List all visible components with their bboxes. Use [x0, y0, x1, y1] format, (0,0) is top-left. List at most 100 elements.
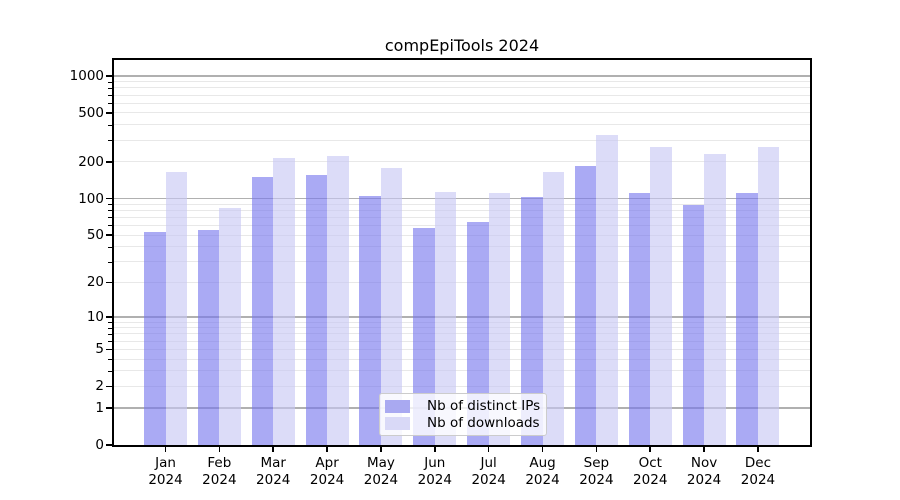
bar-distinct-ips [628, 193, 651, 445]
gridline-minor [114, 87, 810, 89]
y-minor-tick-mark [108, 246, 112, 248]
y-tick-label: 100 [78, 190, 104, 207]
x-tick-mark [757, 447, 759, 452]
x-tick-label: Sep 2024 [579, 455, 614, 488]
bar-downloads [219, 208, 241, 445]
gridline-minor [114, 348, 810, 350]
bar-distinct-ips [574, 165, 597, 445]
gridline-major [114, 75, 810, 77]
y-tick-mark [106, 197, 112, 200]
gridline-minor [114, 340, 810, 342]
y-minor-tick-mark [108, 359, 112, 361]
gridline-minor [114, 234, 810, 236]
x-tick-mark [380, 447, 382, 452]
x-tick-mark [218, 447, 221, 452]
legend-swatch-distinct-ips [385, 399, 410, 413]
bar-downloads [273, 157, 295, 445]
bar-downloads [704, 154, 726, 445]
y-minor-tick-mark [108, 217, 112, 219]
y-tick-mark [106, 281, 112, 284]
y-minor-tick-mark [108, 210, 112, 212]
gridline-minor [114, 321, 810, 323]
x-tick-label: Aug 2024 [525, 455, 560, 488]
y-tick-mark [106, 385, 112, 388]
x-tick-mark [434, 447, 436, 452]
y-tick-mark [106, 316, 112, 318]
gridline-minor [114, 139, 810, 141]
x-tick-label: Feb 2024 [202, 455, 237, 488]
legend-label-downloads: Nb of downloads [427, 415, 540, 431]
legend-swatch-downloads [385, 416, 410, 430]
bar-downloads [596, 135, 618, 445]
legend-row-downloads: Nb of downloads [385, 415, 540, 431]
x-tick-label: Jul 2024 [471, 455, 506, 488]
x-tick-mark [164, 447, 167, 452]
bar-downloads [165, 171, 187, 445]
x-tick-label: Dec 2024 [740, 455, 776, 488]
bar-downloads [327, 155, 349, 445]
y-minor-tick-mark [108, 140, 112, 142]
y-minor-tick-mark [108, 322, 112, 324]
bar-downloads [542, 171, 565, 445]
y-minor-tick-mark [108, 261, 112, 263]
y-minor-tick-mark [108, 225, 112, 227]
x-tick-label: May 2024 [363, 455, 399, 488]
y-minor-tick-mark [108, 95, 112, 97]
bar-downloads [380, 167, 403, 445]
y-tick-label: 5 [95, 341, 104, 358]
y-minor-tick-mark [108, 370, 112, 372]
y-minor-tick-mark [108, 204, 112, 206]
gridline-minor [114, 281, 810, 283]
x-tick-label: Mar 2024 [256, 455, 291, 488]
x-tick-mark [595, 447, 598, 452]
y-tick-label: 1 [95, 399, 104, 416]
bar-downloads [488, 193, 511, 445]
y-tick-mark [106, 348, 112, 351]
bar-downloads [650, 147, 672, 445]
y-tick-label: 500 [78, 104, 104, 121]
bar-distinct-ips [736, 192, 758, 445]
y-tick-label: 1000 [69, 68, 104, 84]
x-tick-mark [272, 447, 274, 452]
x-tick-label: Oct 2024 [633, 455, 668, 488]
gridline-minor [114, 216, 810, 218]
y-tick-mark [106, 444, 112, 446]
y-tick-label: 50 [86, 227, 104, 243]
y-tick-mark [106, 112, 112, 114]
y-tick-label: 2 [95, 378, 104, 395]
x-tick-label: Jun 2024 [417, 455, 452, 488]
bar-distinct-ips [413, 228, 435, 445]
x-tick-mark [703, 447, 705, 452]
y-tick-mark [106, 407, 112, 409]
gridline-minor [114, 81, 810, 83]
y-tick-label: 0 [95, 437, 104, 453]
bar-distinct-ips [144, 231, 166, 445]
x-tick-label: Apr 2024 [309, 455, 345, 488]
x-tick-mark [487, 447, 490, 452]
gridline-minor [114, 333, 810, 335]
bar-distinct-ips [521, 197, 543, 445]
y-minor-tick-mark [108, 333, 112, 335]
bar-distinct-ips [305, 174, 328, 445]
gridline-minor [114, 370, 810, 372]
bar-distinct-ips [467, 222, 489, 445]
legend-label-distinct-ips: Nb of distinct IPs [427, 398, 541, 414]
gridline-minor [114, 209, 810, 211]
x-tick-label: Jan 2024 [148, 455, 183, 488]
gridline-minor [114, 94, 810, 96]
y-minor-tick-mark [108, 81, 112, 83]
gridline-major [114, 197, 810, 200]
gridline-minor [114, 358, 810, 360]
bar-distinct-ips [197, 230, 220, 445]
bar-distinct-ips [359, 196, 381, 445]
y-tick-mark [106, 161, 112, 163]
bar-distinct-ips [251, 177, 274, 445]
legend: Nb of distinct IPs Nb of downloads [379, 393, 547, 436]
y-tick-label: 10 [86, 308, 104, 325]
chart-title: compEpiTools 2024 [384, 36, 540, 55]
bar-downloads [757, 147, 780, 445]
gridline-minor [114, 124, 810, 126]
bar-downloads [434, 192, 457, 445]
y-tick-mark [106, 75, 112, 77]
